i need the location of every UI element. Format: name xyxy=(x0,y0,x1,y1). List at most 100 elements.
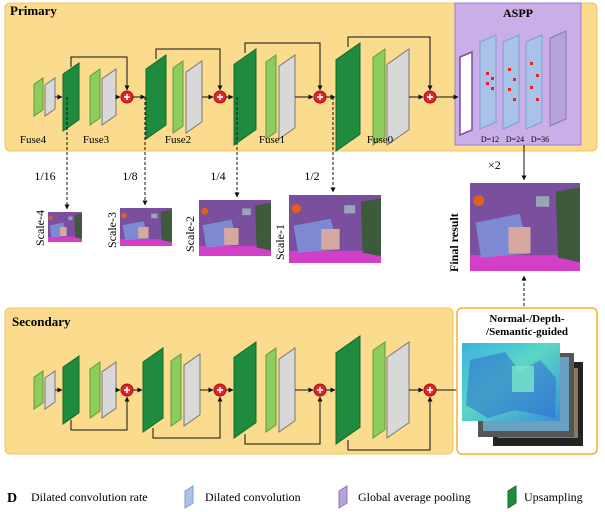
primary-stage3-grey xyxy=(386,48,410,146)
primary-stage3-upsampling xyxy=(335,42,361,152)
scale-4-map-floor xyxy=(48,236,82,242)
aspp-rate-24: D=24 xyxy=(506,135,524,144)
legend-d-text: Dilated convolution rate xyxy=(31,490,148,504)
secondary-stage0-skip xyxy=(70,396,130,431)
scale-1-map-floor xyxy=(289,250,381,263)
final-result-map-frame xyxy=(536,196,550,207)
legend-pooling-text: Global average pooling xyxy=(358,490,471,504)
primary-stage0-conv xyxy=(89,68,101,126)
primary-stage3-conv xyxy=(372,48,386,146)
final-result-map-plant xyxy=(555,187,580,263)
secondary-stage3-skip xyxy=(347,396,433,451)
scale-3-map-floor xyxy=(120,239,172,246)
primary-stage2-conv xyxy=(265,54,277,140)
scale-1-map-frame xyxy=(344,205,356,214)
legend-dilated-swatch xyxy=(184,485,194,509)
secondary-stage2-skip xyxy=(244,396,323,445)
scale-name-labels: Scale-4 Scale-3 Scale-2 Scale-1 xyxy=(33,210,287,260)
scale-3-map-frame xyxy=(151,213,158,219)
scale-1-map-light xyxy=(291,204,301,214)
guidance-label-line1: Normal-/Depth- xyxy=(489,313,564,325)
aspp-pooling-layer xyxy=(549,30,567,127)
guidance-label-line2: /Semantic-guided xyxy=(485,326,568,338)
secondary-stage2-conv xyxy=(265,347,277,433)
scale-3-name: Scale-3 xyxy=(105,212,119,248)
primary-blocks xyxy=(33,36,459,152)
final-result-map xyxy=(470,183,580,271)
primary-stage2-skip xyxy=(244,42,323,91)
final-result-map-chair xyxy=(508,227,531,254)
primary-stage1-upsampling xyxy=(145,54,167,140)
scale-1-ratio: 1/2 xyxy=(304,169,319,183)
legend-upsampling-text: Upsampling xyxy=(524,490,583,504)
scale-4-map-chair xyxy=(59,227,67,236)
secondary-stage1-grey xyxy=(183,353,201,427)
scale-3-map-light xyxy=(121,213,127,219)
scale-2-map-chair xyxy=(224,228,239,245)
primary-stage0-skip xyxy=(70,56,130,91)
fuse-label-0: Fuse0 xyxy=(367,134,394,146)
legend-pooling-swatch xyxy=(338,485,348,509)
primary-stage3-skip xyxy=(347,36,433,91)
primary-stage2-grey xyxy=(278,54,296,140)
scale-1-name: Scale-1 xyxy=(273,224,287,260)
scale-2-map-floor xyxy=(199,245,271,256)
secondary-fuse4-grey xyxy=(44,370,56,410)
scale-3-map xyxy=(120,208,172,246)
secondary-stage2-grey xyxy=(278,347,296,433)
legend-d-symbol: D xyxy=(7,491,17,506)
fuse-label-3: Fuse3 xyxy=(83,134,110,146)
legend: D Dilated convolution rate Dilated convo… xyxy=(7,485,583,509)
guidance-map-front-highlight xyxy=(512,366,534,392)
secondary-stage3-conv xyxy=(372,341,386,439)
guidance-maps xyxy=(462,343,583,446)
primary-stage0-grey xyxy=(101,68,117,126)
upscale-label: ×2 xyxy=(488,158,501,172)
fuse-labels: Fuse4 Fuse3 Fuse2 Fuse1 Fuse0 xyxy=(20,134,394,146)
legend-upsampling-swatch xyxy=(507,485,517,509)
secondary-stage2-upsampling xyxy=(233,341,257,439)
primary-fuse4-conv xyxy=(33,77,44,117)
scale-arrows xyxy=(64,97,336,210)
scale-2-map-light xyxy=(201,207,209,215)
primary-stage1-conv xyxy=(172,60,184,134)
scale-4-map-frame xyxy=(68,216,73,221)
scale-2-ratio: 1/4 xyxy=(210,169,225,183)
scale-4-map-plant xyxy=(74,213,82,239)
legend-dilated-text: Dilated convolution xyxy=(205,490,301,504)
secondary-blocks xyxy=(33,335,463,451)
scale-3-ratio: 1/8 xyxy=(122,169,137,183)
secondary-title: Secondary xyxy=(12,314,71,329)
scale-2-name: Scale-2 xyxy=(183,216,197,252)
aspp-rate-12: D=12 xyxy=(481,135,499,144)
scale-3-map-plant xyxy=(160,209,172,243)
segmentation-maps xyxy=(48,183,580,271)
secondary-stage0-grey xyxy=(101,361,117,419)
aspp-title: ASPP xyxy=(503,6,533,20)
aspp-layers xyxy=(459,30,567,137)
scale-1-map-chair xyxy=(321,229,340,250)
primary-title: Primary xyxy=(10,3,57,18)
fuse-label-2: Fuse2 xyxy=(165,134,191,146)
primary-stage0-upsampling xyxy=(62,62,80,132)
scale-4-name: Scale-4 xyxy=(33,210,47,246)
primary-stage1-grey xyxy=(185,60,203,134)
primary-fuse4-grey xyxy=(44,77,56,117)
secondary-stage1-conv xyxy=(170,353,182,427)
scale-2-map-plant xyxy=(255,202,271,251)
scale-2-map-frame xyxy=(242,208,251,216)
aspp-rate-36: D=36 xyxy=(531,135,549,144)
secondary-stage0-upsampling xyxy=(62,355,80,425)
fuse-label-4: Fuse4 xyxy=(20,134,47,146)
aspp-rate-labels: D=12 D=24 D=36 xyxy=(481,135,549,144)
secondary-stage3-upsampling xyxy=(335,335,361,445)
secondary-stage1-upsampling xyxy=(142,347,164,433)
primary-stage1-skip xyxy=(155,48,223,91)
secondary-stage0-conv xyxy=(89,361,101,419)
primary-stage2-upsampling xyxy=(233,48,257,146)
secondary-fuse4-conv xyxy=(33,370,44,410)
scale-4-map xyxy=(48,212,82,242)
aspp-dilated-layer-3 xyxy=(525,34,543,130)
secondary-stage3-grey xyxy=(386,341,410,439)
scale-1-map-plant xyxy=(360,198,381,257)
